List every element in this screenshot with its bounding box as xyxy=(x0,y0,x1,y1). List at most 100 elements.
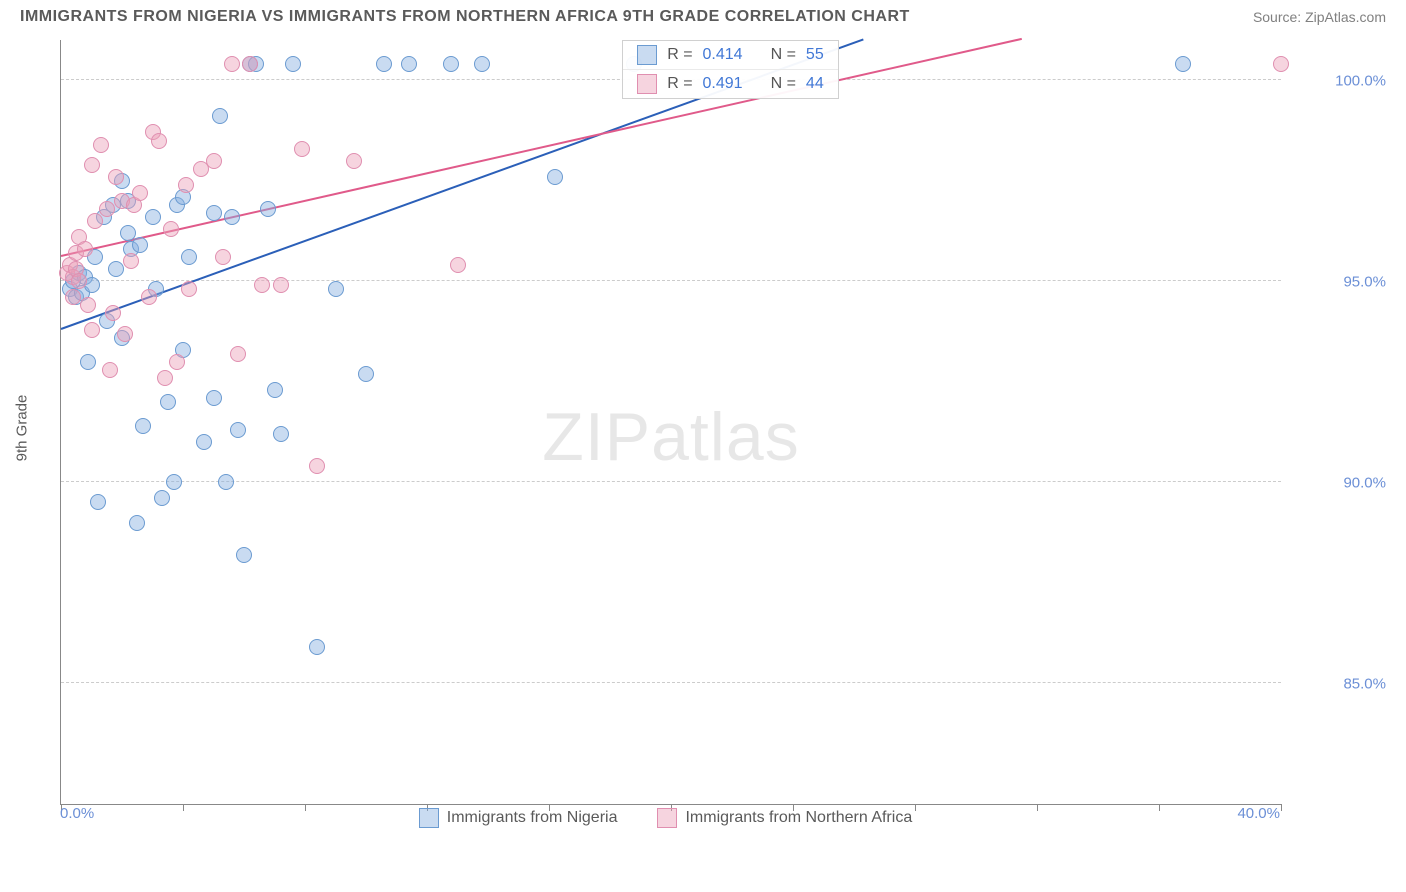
stats-legend: R = 0.414 N = 55 R = 0.491 N = 44 xyxy=(622,40,839,99)
data-point xyxy=(132,185,148,201)
data-point xyxy=(108,169,124,185)
data-point xyxy=(132,237,148,253)
data-point xyxy=(1175,56,1191,72)
y-tick-label: 85.0% xyxy=(1343,676,1386,693)
plot-area: ZIPatlas R = 0.414 N = 55 R = 0.491 N = 44 xyxy=(60,40,1281,805)
data-point xyxy=(376,56,392,72)
data-point xyxy=(160,394,176,410)
stat-r-value: 0.414 xyxy=(703,46,743,64)
data-point xyxy=(93,137,109,153)
data-point xyxy=(169,354,185,370)
data-point xyxy=(285,56,301,72)
data-point xyxy=(99,201,115,217)
data-point xyxy=(206,390,222,406)
legend-swatch xyxy=(637,45,657,65)
data-point xyxy=(178,177,194,193)
series-name: Immigrants from Northern Africa xyxy=(685,809,912,827)
data-point xyxy=(206,153,222,169)
stat-n-label: N = xyxy=(771,46,796,64)
data-point xyxy=(151,133,167,149)
data-point xyxy=(273,277,289,293)
data-point xyxy=(474,56,490,72)
legend-swatch xyxy=(657,808,677,828)
data-point xyxy=(547,169,563,185)
data-point xyxy=(141,289,157,305)
stats-legend-row: R = 0.491 N = 44 xyxy=(623,69,838,98)
data-point xyxy=(84,322,100,338)
data-point xyxy=(129,515,145,531)
y-axis-label: 9th Grade xyxy=(14,394,31,461)
data-point xyxy=(212,108,228,124)
data-point xyxy=(242,56,258,72)
chart-title: IMMIGRANTS FROM NIGERIA VS IMMIGRANTS FR… xyxy=(20,8,910,26)
data-point xyxy=(135,418,151,434)
series-name: Immigrants from Nigeria xyxy=(447,809,618,827)
data-point xyxy=(80,354,96,370)
data-point xyxy=(218,474,234,490)
data-point xyxy=(108,261,124,277)
stat-r-label: R = xyxy=(667,46,692,64)
y-tick-label: 95.0% xyxy=(1343,274,1386,291)
y-tick-label: 100.0% xyxy=(1335,73,1386,90)
source-credit: Source: ZipAtlas.com xyxy=(1253,9,1386,25)
data-point xyxy=(267,382,283,398)
data-point xyxy=(77,241,93,257)
data-point xyxy=(181,249,197,265)
data-point xyxy=(401,56,417,72)
gridline-h xyxy=(61,481,1281,482)
stats-legend-row: R = 0.414 N = 55 xyxy=(623,41,838,69)
data-point xyxy=(346,153,362,169)
legend-swatch xyxy=(419,808,439,828)
chart-container: 9th Grade ZIPatlas R =0.414N =55R =0.491… xyxy=(50,30,1391,825)
data-point xyxy=(105,305,121,321)
series-legend-item: Immigrants from Nigeria xyxy=(419,808,618,828)
data-point xyxy=(273,426,289,442)
data-point xyxy=(80,297,96,313)
stat-n-value: 44 xyxy=(806,75,824,93)
data-point xyxy=(260,201,276,217)
data-point xyxy=(71,273,87,289)
data-point xyxy=(224,56,240,72)
series-legend-item: Immigrants from Northern Africa xyxy=(657,808,912,828)
data-point xyxy=(224,209,240,225)
x-tick xyxy=(1281,804,1282,811)
legend-swatch xyxy=(637,74,657,94)
y-tick-labels: 85.0% 90.0% 95.0% 100.0% xyxy=(1291,40,1391,805)
stat-r-value: 0.491 xyxy=(703,75,743,93)
data-point xyxy=(102,362,118,378)
data-point xyxy=(87,213,103,229)
watermark: ZIPatlas xyxy=(542,398,799,476)
data-point xyxy=(215,249,231,265)
data-point xyxy=(145,209,161,225)
data-point xyxy=(230,346,246,362)
data-point xyxy=(236,547,252,563)
data-point xyxy=(65,289,81,305)
data-point xyxy=(90,494,106,510)
data-point xyxy=(84,157,100,173)
series-legend: Immigrants from Nigeria Immigrants from N… xyxy=(50,808,1281,828)
data-point xyxy=(230,422,246,438)
stat-r-label: R = xyxy=(667,75,692,93)
gridline-h xyxy=(61,280,1281,281)
data-point xyxy=(443,56,459,72)
data-point xyxy=(450,257,466,273)
stat-n-label: N = xyxy=(771,75,796,93)
gridline-h xyxy=(61,682,1281,683)
data-point xyxy=(206,205,222,221)
stat-n-value: 55 xyxy=(806,46,824,64)
data-point xyxy=(166,474,182,490)
trend-line xyxy=(61,38,1022,257)
data-point xyxy=(358,366,374,382)
data-point xyxy=(294,141,310,157)
data-point xyxy=(163,221,179,237)
data-point xyxy=(154,490,170,506)
data-point xyxy=(196,434,212,450)
data-point xyxy=(1273,56,1289,72)
data-point xyxy=(328,281,344,297)
data-point xyxy=(309,639,325,655)
data-point xyxy=(117,326,133,342)
y-tick-label: 90.0% xyxy=(1343,475,1386,492)
data-point xyxy=(181,281,197,297)
data-point xyxy=(123,253,139,269)
data-point xyxy=(309,458,325,474)
